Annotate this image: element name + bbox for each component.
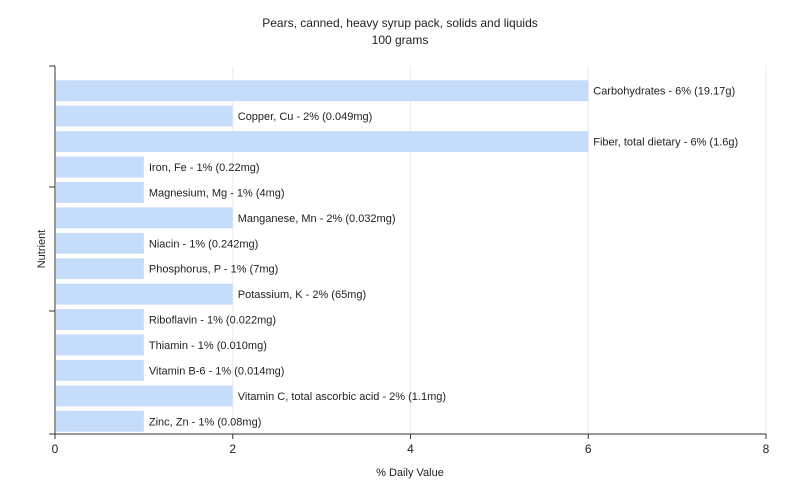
bar	[56, 232, 144, 254]
bar	[56, 360, 144, 381]
chart-title: Pears, canned, heavy syrup pack, solids …	[262, 16, 538, 30]
bar	[56, 131, 589, 152]
bar	[56, 258, 144, 280]
bar	[56, 334, 144, 356]
chart-subtitle: 100 grams	[372, 33, 429, 47]
x-axis-label: % Daily Value	[376, 467, 444, 479]
bar-label: Vitamin B-6 - 1% (0.014mg)	[149, 365, 285, 377]
bar	[56, 182, 144, 203]
bar	[56, 385, 233, 407]
bar	[56, 283, 233, 305]
bar	[56, 207, 233, 229]
bar-label: Vitamin C, total ascorbic acid - 2% (1.1…	[238, 391, 446, 403]
bar	[56, 309, 144, 330]
bar-label: Magnesium, Mg - 1% (4mg)	[149, 187, 285, 199]
bar	[56, 156, 144, 178]
bar-label: Fiber, total dietary - 6% (1.6g)	[593, 137, 738, 149]
x-tick-label: 6	[585, 442, 592, 456]
bar-label: Potassium, K - 2% (65mg)	[238, 289, 366, 301]
x-tick-label: 4	[407, 442, 414, 456]
bar-label: Iron, Fe - 1% (0.22mg)	[149, 162, 260, 174]
bar-label: Niacin - 1% (0.242mg)	[149, 238, 258, 250]
x-tick-label: 0	[52, 442, 59, 456]
bar-label: Phosphorus, P - 1% (7mg)	[149, 264, 278, 276]
bars: Carbohydrates - 6% (19.17g) Copper, Cu - …	[56, 80, 738, 432]
bar-label: Riboflavin - 1% (0.022mg)	[149, 315, 276, 327]
bar-label: Manganese, Mn - 2% (0.032mg)	[238, 213, 396, 225]
bar-label: Copper, Cu - 2% (0.049mg)	[238, 111, 373, 123]
x-tick-label: 2	[229, 442, 236, 456]
grid-lines	[232, 66, 767, 434]
bar	[56, 80, 589, 102]
bar	[56, 105, 233, 127]
bar-label: Thiamin - 1% (0.010mg)	[149, 340, 267, 352]
x-tick-label: 8	[763, 442, 770, 456]
axes: 0 2 4 6 8	[49, 65, 770, 456]
bar-label: Carbohydrates - 6% (19.17g)	[593, 86, 735, 98]
bar-label: Zinc, Zn - 1% (0.08mg)	[149, 416, 261, 428]
y-axis-label: Nutrient	[36, 230, 48, 269]
bar	[56, 410, 144, 432]
